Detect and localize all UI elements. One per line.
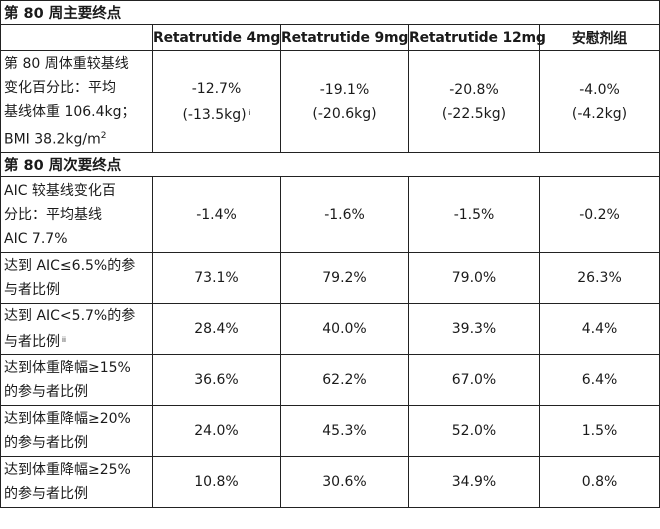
value-kg: (-22.5kg): [441, 105, 507, 122]
value-kg: (-20.6kg): [312, 105, 377, 122]
label-line: 达到体重降幅≥25%: [4, 462, 131, 478]
primary-endpoint-row: 第 80 周体重较基线 变化百分比：平均 基线体重 106.4kg； BMI 3…: [0, 50, 660, 153]
secondary-row-a1c-6-5: 达到 AIC≤6.5%的参 与者比例 73.1% 79.2% 79.0% 26.…: [0, 252, 660, 304]
value-cell: -1.6%: [280, 176, 409, 253]
value-percent: -19.1%: [319, 81, 370, 98]
value-cell: 28.4%: [152, 303, 281, 355]
value-cell: 40.0%: [280, 303, 409, 355]
row-label: 达到体重降幅≥25% 的参与者比例: [0, 456, 153, 508]
row-label: 达到 AIC≤6.5%的参 与者比例: [0, 252, 153, 304]
value-cell: 52.0%: [408, 405, 540, 457]
value-percent: -4.0%: [579, 81, 620, 98]
value-cell: -20.8% (-22.5kg): [408, 50, 540, 153]
secondary-row-weight-25: 达到体重降幅≥25% 的参与者比例 10.8% 30.6% 34.9% 0.8%: [0, 456, 660, 508]
label-line: 第 80 周体重较基线: [4, 55, 129, 72]
label-line: 达到 AIC<5.7%的参: [4, 308, 136, 324]
results-table: 第 80 周主要终点 Retatrutide 4mg Retatrutide 9…: [0, 0, 660, 508]
label-line: AIC 较基线变化百: [4, 182, 116, 199]
value-cell: 0.8%: [538, 456, 660, 508]
value-cell: 1.5%: [538, 405, 660, 457]
header-retatrutide-4mg: Retatrutide 4mg: [152, 24, 281, 51]
row-label: 达到 AIC<5.7%的参 与者比例 ii: [0, 303, 153, 355]
value-cell: -19.1% (-20.6kg): [280, 50, 409, 153]
header-empty-cell: [0, 24, 153, 51]
value-cell: -12.7% (-13.5kg) i: [152, 50, 281, 153]
value-cell: 79.0%: [408, 252, 540, 304]
value-cell: 4.4%: [538, 303, 660, 355]
primary-section-row: 第 80 周主要终点: [0, 0, 660, 25]
value-cell: 24.0%: [152, 405, 281, 457]
label-line: 的参与者比例: [4, 384, 88, 400]
value-cell: 34.9%: [408, 456, 540, 508]
header-retatrutide-12mg: Retatrutide 12mg: [408, 24, 546, 51]
value-cell: -1.4%: [152, 176, 281, 253]
secondary-row-weight-15: 达到体重降幅≥15% 的参与者比例 36.6% 62.2% 67.0% 6.4%: [0, 354, 660, 406]
value-kg: (-13.5kg): [182, 106, 247, 123]
row-label: 达到体重降幅≥15% 的参与者比例: [0, 354, 153, 406]
value-cell: 62.2%: [280, 354, 409, 406]
label-line: 达到体重降幅≥20%: [4, 411, 131, 427]
value-cell: 39.3%: [408, 303, 540, 355]
label-line: 分比：平均基线: [4, 206, 102, 223]
label-line: 达到体重降幅≥15%: [4, 360, 131, 376]
value-cell: 10.8%: [152, 456, 281, 508]
secondary-row-a1c-5-7: 达到 AIC<5.7%的参 与者比例 ii 28.4% 40.0% 39.3% 4…: [0, 303, 660, 355]
label-line: 达到 AIC≤6.5%的参: [4, 258, 136, 274]
value-cell: 73.1%: [152, 252, 281, 304]
label-line: 基线体重 106.4kg；: [4, 103, 136, 120]
value-cell: -4.0% (-4.2kg): [538, 50, 660, 153]
label-line: BMI 38.2kg/m2: [4, 130, 107, 148]
secondary-row-weight-20: 达到体重降幅≥20% 的参与者比例 24.0% 45.3% 52.0% 1.5%: [0, 405, 660, 457]
superscript: 2: [100, 130, 107, 141]
value-cell: 36.6%: [152, 354, 281, 406]
primary-endpoint-label: 第 80 周体重较基线 变化百分比：平均 基线体重 106.4kg； BMI 3…: [0, 50, 153, 153]
row-label: AIC 较基线变化百 分比：平均基线 AIC 7.7%: [0, 176, 153, 253]
header-retatrutide-9mg: Retatrutide 9mg: [280, 24, 409, 51]
footnote-mark: ii: [62, 336, 66, 344]
secondary-section-title: 第 80 周次要终点: [0, 152, 660, 177]
label-line: AIC 7.7%: [4, 230, 68, 247]
value-percent: -20.8%: [449, 81, 499, 98]
label-line: 与者比例: [4, 282, 60, 298]
value-kg: (-4.2kg): [571, 105, 628, 122]
row-label: 达到体重降幅≥20% 的参与者比例: [0, 405, 153, 457]
secondary-section-row: 第 80 周次要终点: [0, 152, 660, 177]
label-line: 的参与者比例: [4, 435, 88, 451]
footnote-mark: i: [248, 108, 251, 117]
value-cell: 79.2%: [280, 252, 409, 304]
value-cell: 26.3%: [538, 252, 660, 304]
header-row: Retatrutide 4mg Retatrutide 9mg Retatrut…: [0, 24, 660, 51]
label-line: 变化百分比：平均: [4, 79, 116, 96]
value-cell: -0.2%: [538, 176, 660, 253]
label-line: 的参与者比例: [4, 486, 88, 502]
primary-section-title: 第 80 周主要终点: [0, 0, 660, 25]
value-cell: 45.3%: [280, 405, 409, 457]
value-cell: 6.4%: [538, 354, 660, 406]
header-placebo: 安慰剂组: [538, 24, 660, 51]
value-cell: -1.5%: [408, 176, 540, 253]
label-line: 与者比例 ii: [4, 334, 66, 350]
value-percent: -12.7%: [191, 80, 242, 97]
secondary-row-a1c-change: AIC 较基线变化百 分比：平均基线 AIC 7.7% -1.4% -1.6% …: [0, 176, 660, 253]
value-cell: 30.6%: [280, 456, 409, 508]
value-cell: 67.0%: [408, 354, 540, 406]
